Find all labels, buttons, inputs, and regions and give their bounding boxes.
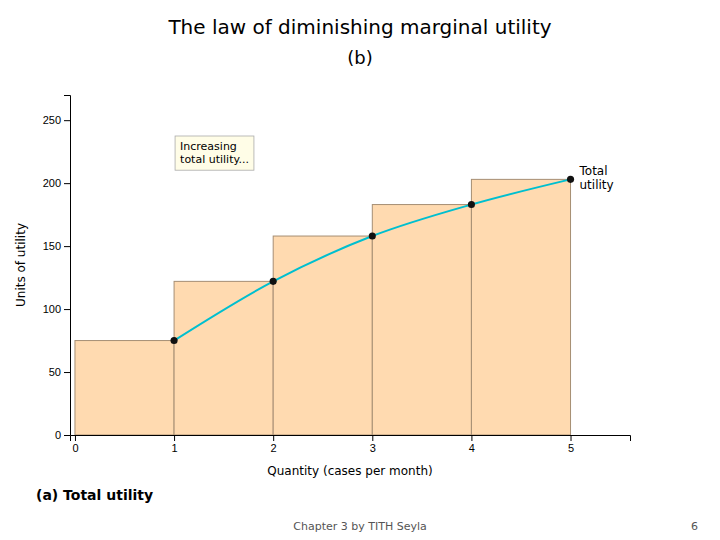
y-axis-title: Units of utility [14, 223, 28, 307]
chart: The law of diminishing marginal utility (… [0, 0, 720, 540]
tick-mark [372, 435, 373, 441]
tick-mark [64, 435, 70, 436]
text-line: utility [580, 178, 614, 192]
tick: 250 [43, 114, 70, 126]
tick: 100 [43, 303, 70, 315]
tick-mark [64, 183, 70, 184]
tick-label: 4 [469, 442, 475, 454]
subtitle: (b) [347, 47, 372, 68]
text-line: Total [579, 164, 608, 178]
annotation-frame [175, 136, 254, 170]
bar [471, 179, 570, 435]
tick: 4 [469, 435, 475, 454]
curve [174, 179, 570, 340]
footer-right: 6 [691, 520, 698, 533]
tick-mark [64, 246, 70, 247]
point [567, 176, 574, 183]
tick: 0 [55, 429, 70, 441]
curve-label: Totalutility [579, 164, 614, 192]
point [369, 232, 376, 239]
tick-label: 150 [43, 240, 61, 252]
tick: 150 [43, 240, 70, 252]
footer-left: (a) Total utility [36, 487, 153, 503]
tick-mark [64, 120, 70, 121]
tick-mark [571, 435, 572, 441]
point [171, 337, 178, 344]
point [468, 201, 475, 208]
tick-label: 2 [271, 442, 277, 454]
annotation: Increasingtotal utility... [180, 140, 249, 166]
bar [372, 205, 471, 435]
tick-label: 3 [370, 442, 376, 454]
tick-mark [471, 435, 472, 441]
point [270, 278, 277, 285]
tick: 2 [271, 435, 277, 454]
tick-mark [64, 372, 70, 373]
bar [75, 341, 174, 435]
annotation-box: Increasingtotal utility... [175, 136, 254, 170]
tick: 1 [172, 435, 178, 454]
x-axis-title: Quantity (cases per month) [267, 464, 432, 478]
y-axis: 0 50 100 150 200 250 [43, 96, 71, 442]
tick-mark [174, 435, 175, 441]
title: The law of diminishing marginal utility [167, 15, 551, 39]
tick: 200 [43, 177, 70, 189]
axis-line [64, 96, 71, 436]
footer-center: Chapter 3 by TITH Seyla [293, 520, 426, 533]
text-line: Increasing [180, 140, 237, 153]
plot: 012345050100150200250Quantity (cases per… [14, 96, 631, 479]
tick-mark [64, 309, 70, 310]
tick-label: 250 [43, 114, 61, 126]
tick-mark [273, 435, 274, 441]
tick-label: 0 [55, 429, 61, 441]
x-axis: 0 1 2 3 4 5 [71, 435, 631, 454]
tick-label: 5 [568, 442, 574, 454]
bar [273, 236, 372, 435]
tick: 50 [49, 366, 70, 378]
axis-line [71, 436, 631, 442]
tick-label: 50 [49, 366, 61, 378]
tick: 5 [568, 435, 574, 454]
tick-label: 1 [172, 442, 178, 454]
tick: 0 [72, 435, 78, 454]
bar [174, 281, 273, 435]
marks [75, 176, 574, 435]
tick: 3 [370, 435, 376, 454]
tick-label: 200 [43, 177, 61, 189]
tick-label: 0 [72, 442, 78, 454]
tick-label: 100 [43, 303, 61, 315]
tick-mark [75, 435, 76, 441]
text-line: total utility... [180, 153, 249, 166]
